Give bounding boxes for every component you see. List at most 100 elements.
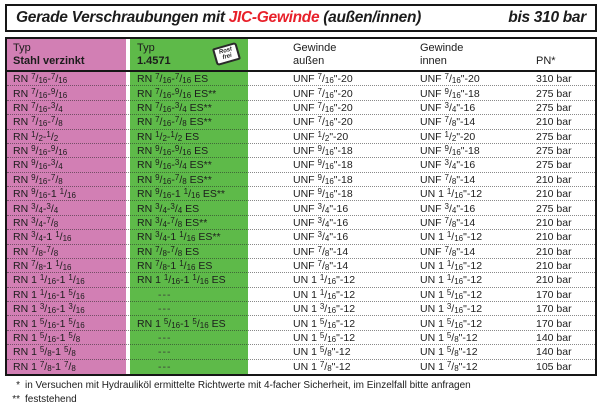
gewinde-innen-value: UNF 9/16"-18 — [420, 144, 480, 158]
gewinde-innen-value: UN 1 5/16"-12 — [420, 287, 483, 301]
cell-pn: 140 bar — [528, 331, 595, 345]
pn-value: 170 bar — [536, 288, 572, 301]
column-gap — [126, 316, 130, 331]
pn-value: 210 bar — [536, 274, 572, 287]
column-gap — [126, 143, 130, 159]
cell-typ-1-4571: --- — [130, 359, 248, 374]
pn-value: 275 bar — [536, 159, 572, 172]
gewinde-aussen-value: UNF 9/16"-18 — [293, 187, 353, 201]
table-row: RN 7/16-9/16 RN 7/16-9/16 ES** UNF 7/16"… — [7, 86, 595, 102]
cell-gewinde-aussen: UNF 3/4"-16 — [248, 216, 412, 230]
gewinde-innen-value: UNF 7/8"-14 — [420, 172, 476, 186]
typ-es-value: RN 7/16-7/8 ES** — [137, 115, 212, 129]
cell-gewinde-innen: UNF 9/16"-18 — [412, 144, 528, 158]
aussen-label: außen — [293, 55, 325, 67]
cell-typ-stahl-verzinkt: RN 1/2-1/2 — [7, 129, 126, 144]
gewinde-innen-value: UNF 9/16"-18 — [420, 86, 480, 100]
gewinde-aussen-value: UNF 3/4"-16 — [293, 215, 349, 229]
table-row: RN 1 5/16-1 5/8 --- UN 1 5/16"-12 UN 1 5… — [7, 330, 595, 346]
typ-es-value: RN 1 1/16-1 1/16 ES — [137, 273, 226, 287]
typ-stahl-value: RN 3/4-1 1/16 — [13, 230, 72, 244]
cell-typ-1-4571: --- — [130, 345, 248, 360]
cell-typ-stahl-verzinkt: RN 7/8-7/8 — [7, 244, 126, 259]
cell-gewinde-aussen: UNF 9/16"-18 — [248, 144, 412, 158]
gewinde-aussen-value: UN 1 5/16"-12 — [293, 330, 356, 344]
pn-value: 275 bar — [536, 145, 572, 158]
cell-gewinde-innen: UN 1 1/16"-12 — [412, 230, 528, 244]
cell-pn: 275 bar — [528, 201, 595, 215]
column-gap — [126, 39, 130, 70]
typ-stahl-value: RN 1 7/8-1 7/8 — [13, 359, 76, 373]
cell-gewinde-aussen: UNF 7/16"-20 — [248, 115, 412, 129]
cell-gewinde-aussen: UNF 7/8"-14 — [248, 245, 412, 259]
cell-pn: 170 bar — [528, 316, 595, 330]
table-row: RN 7/16-7/16 RN 7/16-7/16 ES UNF 7/16"-2… — [7, 72, 595, 87]
cell-typ-stahl-verzinkt: RN 9/16-7/8 — [7, 172, 126, 187]
table-row: RN 1/2-1/2 RN 1/2-1/2 ES UNF 1/2"-20 UNF… — [7, 129, 595, 145]
pn-value: 310 bar — [536, 73, 572, 86]
cell-pn: 210 bar — [528, 230, 595, 244]
table-row: RN 1 7/8-1 7/8 --- UN 1 7/8"-12 UN 1 7/8… — [7, 359, 595, 374]
typ-stahl-value: RN 1 1/16-1 5/16 — [13, 287, 85, 301]
column-gap — [126, 287, 130, 302]
typ-es-value: RN 9/16-9/16 ES — [137, 144, 209, 158]
cell-pn: 275 bar — [528, 86, 595, 100]
typ-stahl-value: RN 1 5/16-1 5/8 — [13, 330, 81, 344]
title-prefix: Gerade Verschraubungen mit — [16, 9, 229, 26]
title-suffix: (außen/innen) — [319, 9, 421, 26]
footnote-marker: ** — [12, 394, 20, 405]
cell-typ-1-4571: RN 1 1/16-1 1/16 ES — [130, 273, 248, 288]
gewinde-innen-value: UN 1 1/16"-12 — [420, 230, 483, 244]
cell-pn: 210 bar — [528, 245, 595, 259]
gewinde-innen-value: UN 1 5/16"-12 — [420, 316, 483, 330]
cell-gewinde-aussen: UN 1 1/16"-12 — [248, 288, 412, 302]
cell-gewinde-aussen: UNF 3/4"-16 — [248, 201, 412, 215]
column-gap — [126, 302, 130, 317]
typ-es-value: --- — [158, 346, 172, 359]
footnote-marker: * — [16, 380, 20, 391]
gewinde-aussen-value: UNF 3/4"-16 — [293, 230, 349, 244]
cell-typ-1-4571: --- — [130, 287, 248, 302]
pn-value: 210 bar — [536, 116, 572, 129]
cell-typ-stahl-verzinkt: RN 1 3/16-1 3/16 — [7, 302, 126, 317]
typ-stahl-value: RN 9/16-3/4 — [13, 158, 63, 172]
cell-typ-1-4571: RN 7/16-9/16 ES** — [130, 86, 248, 101]
typ-stahl-value: RN 7/8-7/8 — [13, 244, 59, 258]
typ-stahl-value: RN 9/16-7/8 — [13, 172, 63, 186]
cell-gewinde-innen: UNF 9/16"-18 — [412, 86, 528, 100]
column-gap — [126, 129, 130, 144]
title-bar: Gerade Verschraubungen mit JIC-Gewinde (… — [5, 4, 597, 32]
gewinde-aussen-value: UNF 7/8"-14 — [293, 259, 349, 273]
cell-gewinde-aussen: UNF 7/16"-20 — [248, 86, 412, 100]
typ-stahl-value: RN 7/16-9/16 — [13, 86, 68, 100]
pn-label: PN* — [536, 55, 556, 67]
cell-typ-stahl-verzinkt: RN 7/16-3/4 — [7, 100, 126, 116]
typ-es-value: RN 1 5/16-1 5/16 ES — [137, 316, 226, 330]
cell-pn: 275 bar — [528, 130, 595, 144]
cell-typ-stahl-verzinkt: RN 1 5/8-1 5/8 — [7, 345, 126, 360]
cell-typ-1-4571: RN 9/16-9/16 ES — [130, 143, 248, 159]
typ-stahl-value: RN 1 5/16-1 5/16 — [13, 316, 85, 330]
material-stahl-verzinkt: Stahl verzinkt — [13, 55, 85, 67]
column-gap — [126, 215, 130, 231]
gewinde-innen-value: UN 1 5/8"-12 — [420, 345, 478, 359]
cell-typ-stahl-verzinkt: RN 7/16-9/16 — [7, 86, 126, 101]
cell-typ-1-4571: RN 3/4-1 1/16 ES** — [130, 230, 248, 245]
cell-pn: 210 bar — [528, 216, 595, 230]
gewinde-aussen-value: UN 1 7/8"-12 — [293, 359, 351, 373]
cell-gewinde-innen: UN 1 1/16"-12 — [412, 273, 528, 287]
footnote-feststehend: ** feststehend — [6, 393, 471, 407]
typ-es-value: --- — [158, 288, 172, 301]
typ-stahl-value: RN 7/16-3/4 — [13, 100, 63, 114]
cell-gewinde-aussen: UN 1 7/8"-12 — [248, 360, 412, 374]
pn-value: 275 bar — [536, 101, 572, 114]
typ-stahl-value: RN 3/4-7/8 — [13, 215, 59, 229]
cell-pn: 275 bar — [528, 144, 595, 158]
cell-gewinde-aussen: UN 1 5/16"-12 — [248, 316, 412, 330]
cell-gewinde-innen: UNF 3/4"-16 — [412, 101, 528, 115]
cell-typ-stahl-verzinkt: RN 1 1/16-1 1/16 — [7, 273, 126, 288]
typ-es-value: --- — [158, 303, 172, 316]
cell-gewinde-innen: UNF 3/4"-16 — [412, 158, 528, 172]
cell-typ-stahl-verzinkt: RN 9/16-3/4 — [7, 158, 126, 173]
typ-stahl-value: RN 1/2-1/2 — [13, 129, 59, 143]
